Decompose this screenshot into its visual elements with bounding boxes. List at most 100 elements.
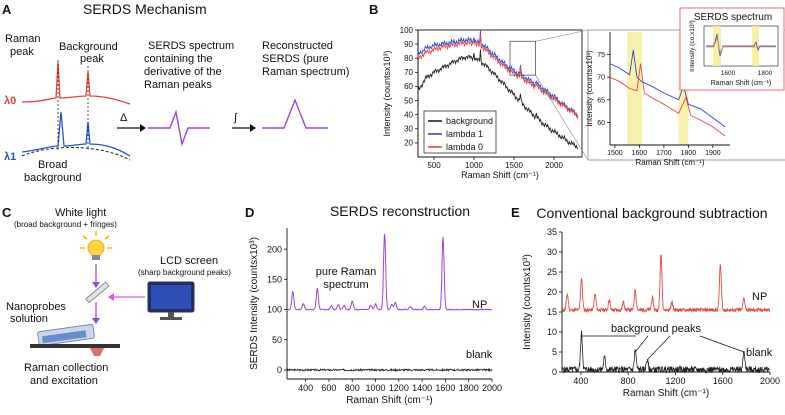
e-ytick-label: 15: [547, 307, 557, 317]
e-background-peak-arrow: [699, 335, 745, 353]
b-inset-frame: [679, 7, 785, 91]
b-main-series-background: [417, 49, 579, 150]
chart-b-main: 500 1000 1500 2000 20 30 40 50 60 70 80 90 100 Raman …: [382, 26, 589, 180]
e-background-peaks-label: background peaks: [611, 323, 701, 335]
e-ytick-label: 10: [547, 327, 557, 337]
d-xtick-label: 400: [298, 383, 313, 393]
b-main-xtick-label: 1000: [465, 161, 483, 170]
b-inset-title: SERDS spectrum: [694, 12, 772, 23]
white-light-sub: (broad background + fringes): [14, 220, 117, 229]
b-inset-y-axis-label: Intensity (co.x10³): [689, 20, 696, 72]
raman-collection-label-1: Raman collection: [24, 362, 108, 374]
b-main-ytick-label: 100: [400, 26, 414, 35]
b-main-series-lambda-1: [417, 30, 579, 119]
b-main-ytick-label: 50: [404, 96, 413, 105]
d-title: SERDS reconstruction: [330, 203, 470, 219]
nanoprobes-label-2: solution: [10, 313, 48, 325]
d-annotation-pure-raman-2: spectrum: [323, 279, 368, 291]
b-zoom-ytick-label: 65: [597, 97, 605, 104]
reconstructed-text-line-1: Reconstructed: [262, 40, 333, 52]
b-zoom-xtick-label: 1900: [705, 150, 721, 157]
panel-label-a: A: [2, 2, 12, 17]
b-main-xtick-label: 1500: [505, 161, 523, 170]
b-zoom-ytick-label: 75: [597, 52, 605, 59]
b-main-xtick-label: 500: [427, 161, 441, 170]
light-path-arrowhead: [92, 282, 100, 288]
b-zoom-xtick-label: 1600: [632, 150, 648, 157]
d-y-axis-label: SERDS Intensity (countsx10³): [249, 237, 260, 370]
d-xtick-label: 1600: [435, 383, 455, 393]
e-ytick-label: 25: [547, 267, 557, 277]
d-xtick-label: 600: [321, 383, 336, 393]
stage-icon: [30, 344, 120, 348]
monitor-icon: [147, 281, 195, 320]
e-xtick-label: 800: [621, 376, 636, 386]
e-x-axis-label: Raman Shift (cm⁻¹): [623, 388, 709, 399]
d-xtick-label: 1400: [412, 383, 432, 393]
b-main-ytick-label: 80: [404, 54, 413, 63]
b-main-legend-label: lambda 0: [446, 142, 483, 152]
b-inset-serds-line: [706, 33, 776, 57]
b-inset-plot-frame: [703, 25, 779, 67]
b-main-legend-label: lambda 1: [446, 129, 483, 139]
b-main-zoom-box: [509, 40, 537, 76]
b-main-series-lambda-0: [417, 34, 579, 120]
arrow-integral-head: [250, 124, 256, 132]
e-annotation-np: NP: [752, 291, 767, 303]
e-ytick-label: 5: [552, 347, 557, 357]
e-ytick-label: 35: [547, 227, 557, 237]
d-xtick-label: 2000: [482, 383, 502, 393]
b-zoom-xtick-label: 1700: [656, 150, 672, 157]
chart-b-inset: SERDS spectrum 1600 1800 Raman Shift (cm⁻¹)…: [679, 7, 785, 91]
e-y-axis-label: Intensity (countsx10³): [522, 254, 533, 350]
b-inset-highlight: [752, 26, 759, 66]
e-background-peak-arrow: [634, 335, 649, 353]
reconstructed-text-line-2: SERDS (pure: [262, 53, 329, 65]
b-main-xtick-label: 2000: [545, 161, 563, 170]
b-inset-serds-line: [706, 36, 776, 53]
serds-text-line-4: Raman peaks: [144, 79, 212, 91]
e-ytick-label: 0: [552, 367, 557, 377]
lambda0-label: λ0: [4, 95, 16, 107]
e-ytick-label: 20: [547, 287, 557, 297]
e-xtick-label: 2000: [760, 376, 780, 386]
broad-background-label-2: background: [24, 172, 82, 184]
d-np-series: [287, 233, 492, 311]
nanoprobes-label-1: Nanoprobes: [6, 301, 66, 313]
b-main-ytick-label: 70: [404, 68, 413, 77]
d-annotation-np: NP: [472, 299, 487, 311]
d-ytick-label: 150: [267, 274, 282, 284]
b-zoom-series-lambda-1: [609, 50, 726, 128]
broad-background-curve: [21, 146, 131, 161]
e-annotation-blank: blank: [746, 347, 773, 359]
serds-derivative-curve: [148, 109, 210, 147]
e-xtick-label: 400: [573, 376, 588, 386]
reconstructed-text-line-3: Raman spectrum): [262, 66, 349, 78]
b-main-zoom-connector: [535, 74, 589, 161]
d-ytick-label: 0: [277, 365, 282, 375]
e-xtick-label: 1600: [713, 376, 733, 386]
d-xtick-label: 1200: [389, 383, 409, 393]
e-background-peak-arrow: [646, 335, 671, 361]
b-main-y-axis-label: Intensity (countsx10³): [382, 50, 392, 136]
d-xtick-label: 1000: [366, 383, 386, 393]
e-np-series: [561, 254, 771, 314]
d-blank-series: [286, 367, 493, 373]
b-main-zoom-connector: [535, 29, 589, 42]
b-inset-highlight: [713, 26, 721, 66]
raman-collection-label-2: and excitation: [30, 375, 98, 387]
d-annotation-blank: blank: [466, 349, 493, 361]
raman-peak-label-2: peak: [10, 46, 34, 58]
b-main-x-axis-label: Raman Shift (cm⁻¹): [461, 170, 539, 180]
d-ytick-label: 100: [267, 305, 282, 315]
lambda0-spectrum: [21, 61, 131, 105]
broad-background-label-1: Broad: [38, 159, 67, 171]
b-main-ytick-label: 90: [404, 40, 413, 49]
b-main-ytick-label: 60: [404, 82, 413, 91]
sample-arrowhead: [92, 318, 100, 324]
cuvette-icon: [37, 324, 95, 346]
lambda1-spectrum: [21, 111, 131, 157]
d-annotation-pure-raman-1: pure Raman: [316, 266, 377, 278]
